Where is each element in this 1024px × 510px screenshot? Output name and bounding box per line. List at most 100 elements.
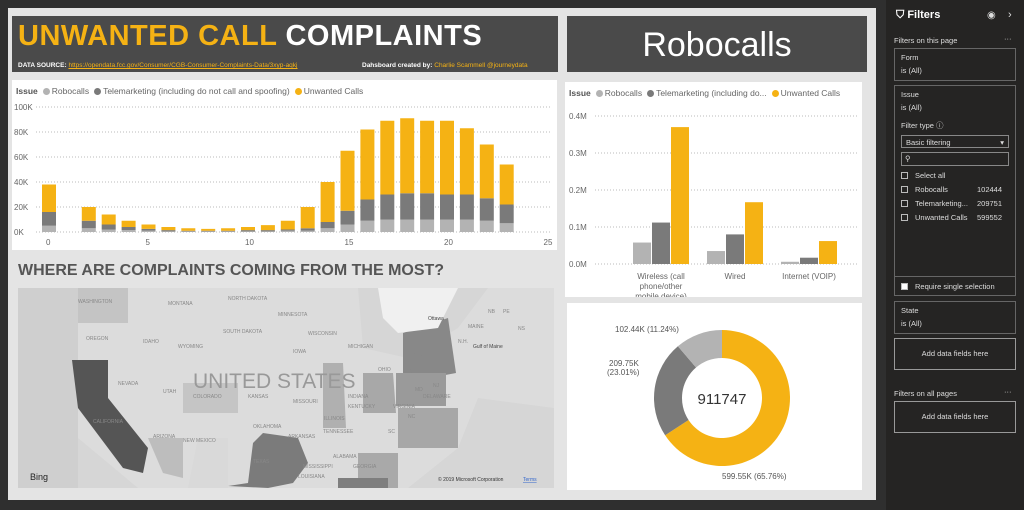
bar-segment [141, 228, 156, 231]
map-label: MD [415, 387, 423, 393]
bar-segment [221, 228, 236, 231]
map-title: WHERE ARE COMPLAINTS COMING FROM THE MOS… [18, 262, 445, 279]
collapse-chevron-icon[interactable]: › [1008, 9, 1012, 21]
method-legend: Issue Robocalls Telemarketing (including d… [569, 88, 841, 98]
more-options-icon-2[interactable]: ··· [1004, 387, 1012, 396]
map-label: Ottawa [428, 316, 444, 322]
method-bar-chart: 0.0M 0.1M 0.2M 0.3M 0.4M Wireless (callphone/… [569, 112, 857, 297]
add-data-fields-all[interactable]: Add data fields here [894, 401, 1016, 433]
select-all-checkbox[interactable]: Select all [901, 171, 1009, 180]
require-single-selection[interactable]: Require single selection [895, 276, 1015, 296]
y-tick-label: 60K [14, 153, 29, 162]
bar [745, 202, 763, 264]
bar-segment [499, 223, 514, 232]
bar-segment [260, 230, 275, 232]
bar-segment [260, 225, 275, 231]
filter-item-telemarketing[interactable]: Telemarketing... 209751 [901, 199, 1009, 208]
bar-segment [479, 144, 494, 199]
bar [800, 257, 818, 264]
category-label: Wireless (call [637, 272, 685, 281]
map-label: MONTANA [168, 301, 193, 307]
y-tick-label: 0.1M [569, 223, 587, 232]
map-label: NC [408, 414, 416, 420]
bar-segment [459, 194, 474, 220]
map-label: WISCONSIN [308, 331, 337, 337]
bar-segment [459, 219, 474, 232]
filters-pane: ⛉ Filters ◉ › Filters on this page ··· F… [886, 0, 1024, 510]
terms-link[interactable]: Terms [523, 477, 537, 483]
filters-header: ⛉ Filters [896, 9, 941, 21]
map-label: TENNESSEE [323, 429, 354, 435]
map-copyright: © 2019 Microsoft Corporation [438, 476, 504, 483]
map-label: ARKANSAS [288, 434, 316, 440]
robocalls-title: Robocalls [567, 16, 867, 72]
map-label: LOUISIANA [298, 474, 325, 480]
bar-segment [181, 228, 196, 231]
filter-card-state[interactable]: State is (All) [894, 301, 1016, 334]
category-label: mobile device) [635, 292, 687, 297]
us-map[interactable]: WASHINGTON MONTANA NORTH DAKOTA MINNESOTA OR… [18, 288, 554, 488]
bar-segment [81, 220, 96, 229]
map-label: INDIANA [348, 394, 369, 400]
bar-segment [440, 120, 454, 195]
map-label: OHIO [378, 367, 391, 373]
bar-segment [181, 230, 196, 232]
map-label: WYOMING [178, 344, 203, 350]
bar-segment [280, 229, 295, 231]
bar-segment [360, 129, 375, 200]
bar-segment [420, 193, 435, 220]
eye-icon[interactable]: ◉ [987, 10, 996, 21]
bar-segment [201, 228, 216, 231]
bar-segment [459, 128, 474, 195]
filter-search-input[interactable]: ⚲ [901, 152, 1009, 166]
map-label: NORTH DAKOTA [228, 296, 268, 302]
map-label: NJ [433, 383, 440, 389]
filter-item-robocalls[interactable]: Robocalls 102444 [901, 185, 1009, 194]
add-data-fields-page[interactable]: Add data fields here [894, 338, 1016, 370]
country-label: UNITED STATES [193, 370, 356, 393]
filter-card-issue[interactable]: Issue is (All) Filter type ⓘ Basic filter… [894, 85, 1016, 296]
bar-segment [380, 219, 395, 232]
bar-segment [241, 230, 255, 232]
bar-segment [101, 224, 116, 230]
method-chart-card[interactable]: Issue Robocalls Telemarketing (including d… [565, 82, 862, 297]
category-label: Internet (VOIP) [782, 272, 836, 281]
x-tick-label: 0 [46, 238, 51, 247]
hourly-chart-card[interactable]: Issue Robocalls Telemarketing (including d… [12, 80, 557, 250]
bar-segment [161, 230, 176, 232]
y-tick-label: 80K [14, 128, 29, 137]
bar-segment [499, 164, 514, 205]
search-icon: ⚲ [905, 154, 911, 163]
x-tick-label: 5 [146, 238, 151, 247]
map-label: IDAHO [143, 339, 159, 345]
funnel-icon: ⛉ [896, 9, 905, 21]
bar-segment [420, 120, 435, 194]
more-options-icon[interactable]: ··· [1004, 34, 1012, 43]
map-label: TEXAS [253, 459, 270, 465]
bar-segment [300, 228, 315, 231]
map-label: MISSOURI [293, 399, 318, 405]
bar-segment [121, 220, 136, 227]
filter-card-form[interactable]: Form is (All) [894, 48, 1016, 81]
map-label: MICHIGAN [348, 344, 373, 350]
slice-label: 102.44K (11.24%) [615, 325, 679, 334]
bar-segment [400, 193, 415, 220]
bar-segment [400, 219, 415, 232]
bar-segment [141, 230, 156, 232]
bar-segment [161, 231, 176, 232]
filter-type-dropdown[interactable]: Basic filtering ▾ [901, 135, 1009, 148]
bar-segment [360, 220, 375, 232]
data-source: DATA SOURCE: https://opendata.fcc.gov/Co… [18, 62, 298, 69]
hourly-legend: Issue Robocalls Telemarketing (including d… [16, 86, 364, 96]
donut-card[interactable]: 911747 599.55K (65.76%) 209.75K (23.01%) 102… [567, 303, 862, 490]
filter-item-unwanted[interactable]: Unwanted Calls 599552 [901, 213, 1009, 222]
donut-slice [677, 330, 722, 368]
bar-segment [479, 220, 494, 232]
bar-segment [81, 228, 96, 232]
bar-segment [320, 222, 335, 229]
hourly-stacked-bar-chart: 0K 20K 40K 60K 80K 100K 0 5 10 15 20 25 [14, 103, 553, 247]
info-icon: ⓘ [936, 121, 944, 130]
source-link[interactable]: https://opendata.fcc.gov/Consumer/CGB-Co… [68, 62, 298, 69]
filters-on-page-label: Filters on this page [894, 36, 958, 45]
map-label: PA [408, 369, 415, 375]
